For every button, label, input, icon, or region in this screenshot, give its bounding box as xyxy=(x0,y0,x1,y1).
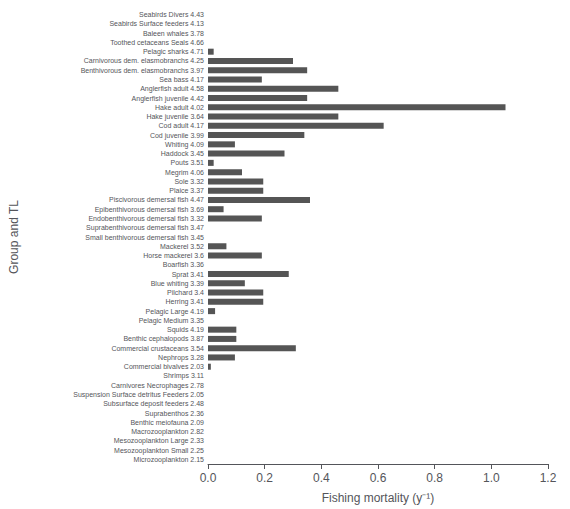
svg-text:Benthivorous dem. elasmobranch: Benthivorous dem. elasmobranchs 3.97 xyxy=(81,67,204,74)
svg-text:Mesozooplankton Large 2.33: Mesozooplankton Large 2.33 xyxy=(114,437,204,445)
svg-text:Mackerel 3.52: Mackerel 3.52 xyxy=(160,243,204,250)
svg-text:Anglerfish adult 4.58: Anglerfish adult 4.58 xyxy=(140,85,204,93)
svg-text:Pilchard 3.4: Pilchard 3.4 xyxy=(167,289,204,296)
svg-text:Group and TL: Group and TL xyxy=(7,200,21,274)
svg-text:0.8: 0.8 xyxy=(426,471,443,485)
svg-text:Endobenthivorous demersal fish: Endobenthivorous demersal fish 3.32 xyxy=(88,215,204,222)
svg-text:1.0: 1.0 xyxy=(483,471,500,485)
svg-text:Hake adult 4.02: Hake adult 4.02 xyxy=(155,104,204,111)
svg-text:Shrimps 3.11: Shrimps 3.11 xyxy=(163,372,204,380)
svg-text:Sprat 3.41: Sprat 3.41 xyxy=(172,271,204,279)
svg-text:Subsurface deposit feeders 2.4: Subsurface deposit feeders 2.48 xyxy=(103,400,204,408)
svg-text:Seabirds Surface feeders 4.13: Seabirds Surface feeders 4.13 xyxy=(109,20,204,27)
svg-text:1.2: 1.2 xyxy=(540,471,557,485)
svg-text:Mesozooplankton Small 2.25: Mesozooplankton Small 2.25 xyxy=(114,447,204,455)
svg-text:Small benthivorous demersal fi: Small benthivorous demersal fish 3.45 xyxy=(85,234,204,241)
svg-text:Megrim 4.06: Megrim 4.06 xyxy=(165,169,204,177)
svg-text:Hake juvenile 3.64: Hake juvenile 3.64 xyxy=(146,113,204,121)
svg-text:Baleen whales 3.78: Baleen whales 3.78 xyxy=(143,30,204,37)
svg-text:Cod adult 4.17: Cod adult 4.17 xyxy=(158,122,204,129)
svg-text:Squids 4.19: Squids 4.19 xyxy=(167,326,204,334)
svg-text:Toothed cetaceans Seals 4.66: Toothed cetaceans Seals 4.66 xyxy=(110,39,204,46)
svg-text:0.0: 0.0 xyxy=(200,471,217,485)
svg-text:Commercial crustaceans 3.54: Commercial crustaceans 3.54 xyxy=(111,345,204,352)
svg-text:Epibenthivorous demersal fish: Epibenthivorous demersal fish 3.69 xyxy=(95,206,204,214)
svg-text:Pouts 3.51: Pouts 3.51 xyxy=(171,159,205,166)
svg-text:Microzooplankton 2.15: Microzooplankton 2.15 xyxy=(134,456,205,464)
svg-text:Pelagic sharks 4.71: Pelagic sharks 4.71 xyxy=(143,48,204,56)
svg-text:Boarfish 3.36: Boarfish 3.36 xyxy=(163,261,204,268)
svg-text:Macrozooplankton 2.82: Macrozooplankton 2.82 xyxy=(131,428,204,436)
svg-text:Seabirds Divers 4.43: Seabirds Divers 4.43 xyxy=(139,11,204,18)
svg-text:Plaice 3.37: Plaice 3.37 xyxy=(169,187,204,194)
svg-text:0.4: 0.4 xyxy=(313,471,330,485)
svg-text:Blue whiting 3.39: Blue whiting 3.39 xyxy=(151,280,204,288)
svg-text:Piscivorous demersal fish 4.47: Piscivorous demersal fish 4.47 xyxy=(109,196,204,203)
svg-text:Pelagic Large 4.19: Pelagic Large 4.19 xyxy=(146,308,204,316)
svg-text:Suprabenthos 2.36: Suprabenthos 2.36 xyxy=(145,410,204,418)
svg-text:Suprabenthivorous demersal fis: Suprabenthivorous demersal fish 3.47 xyxy=(86,224,204,232)
svg-text:Benthic meiofauna 2.09: Benthic meiofauna 2.09 xyxy=(130,419,204,426)
svg-text:Horse mackerel 3.6: Horse mackerel 3.6 xyxy=(143,252,204,259)
svg-text:Sea bass 4.17: Sea bass 4.17 xyxy=(159,76,204,83)
svg-text:Fishing mortality (y⁻¹): Fishing mortality (y⁻¹) xyxy=(322,491,435,505)
svg-text:Sole 3.32: Sole 3.32 xyxy=(174,178,204,185)
svg-text:Benthic cephalopods 3.87: Benthic cephalopods 3.87 xyxy=(123,335,204,343)
svg-text:Cod juvenile 3.99: Cod juvenile 3.99 xyxy=(150,132,204,140)
svg-text:Anglerfish juvenile 4.42: Anglerfish juvenile 4.42 xyxy=(132,95,204,103)
svg-text:Whiting 4.09: Whiting 4.09 xyxy=(165,141,204,149)
svg-text:Haddock 3.45: Haddock 3.45 xyxy=(161,150,204,157)
svg-text:Nephrops 3.28: Nephrops 3.28 xyxy=(158,354,204,362)
svg-text:Suspension Surface detritus Fe: Suspension Surface detritus Feeders 2.05 xyxy=(73,391,204,399)
svg-text:Carnivorous dem. elasmobranchs: Carnivorous dem. elasmobranchs 4.25 xyxy=(84,57,204,64)
svg-text:Commercial bivalves 2.03: Commercial bivalves 2.03 xyxy=(124,363,204,370)
svg-text:Carnivores Necrophages 2.78: Carnivores Necrophages 2.78 xyxy=(111,382,204,390)
svg-text:Herring 3.41: Herring 3.41 xyxy=(165,298,204,306)
svg-text:0.6: 0.6 xyxy=(370,471,387,485)
svg-text:Pelagic Medium 3.35: Pelagic Medium 3.35 xyxy=(139,317,204,325)
svg-text:0.2: 0.2 xyxy=(256,471,273,485)
